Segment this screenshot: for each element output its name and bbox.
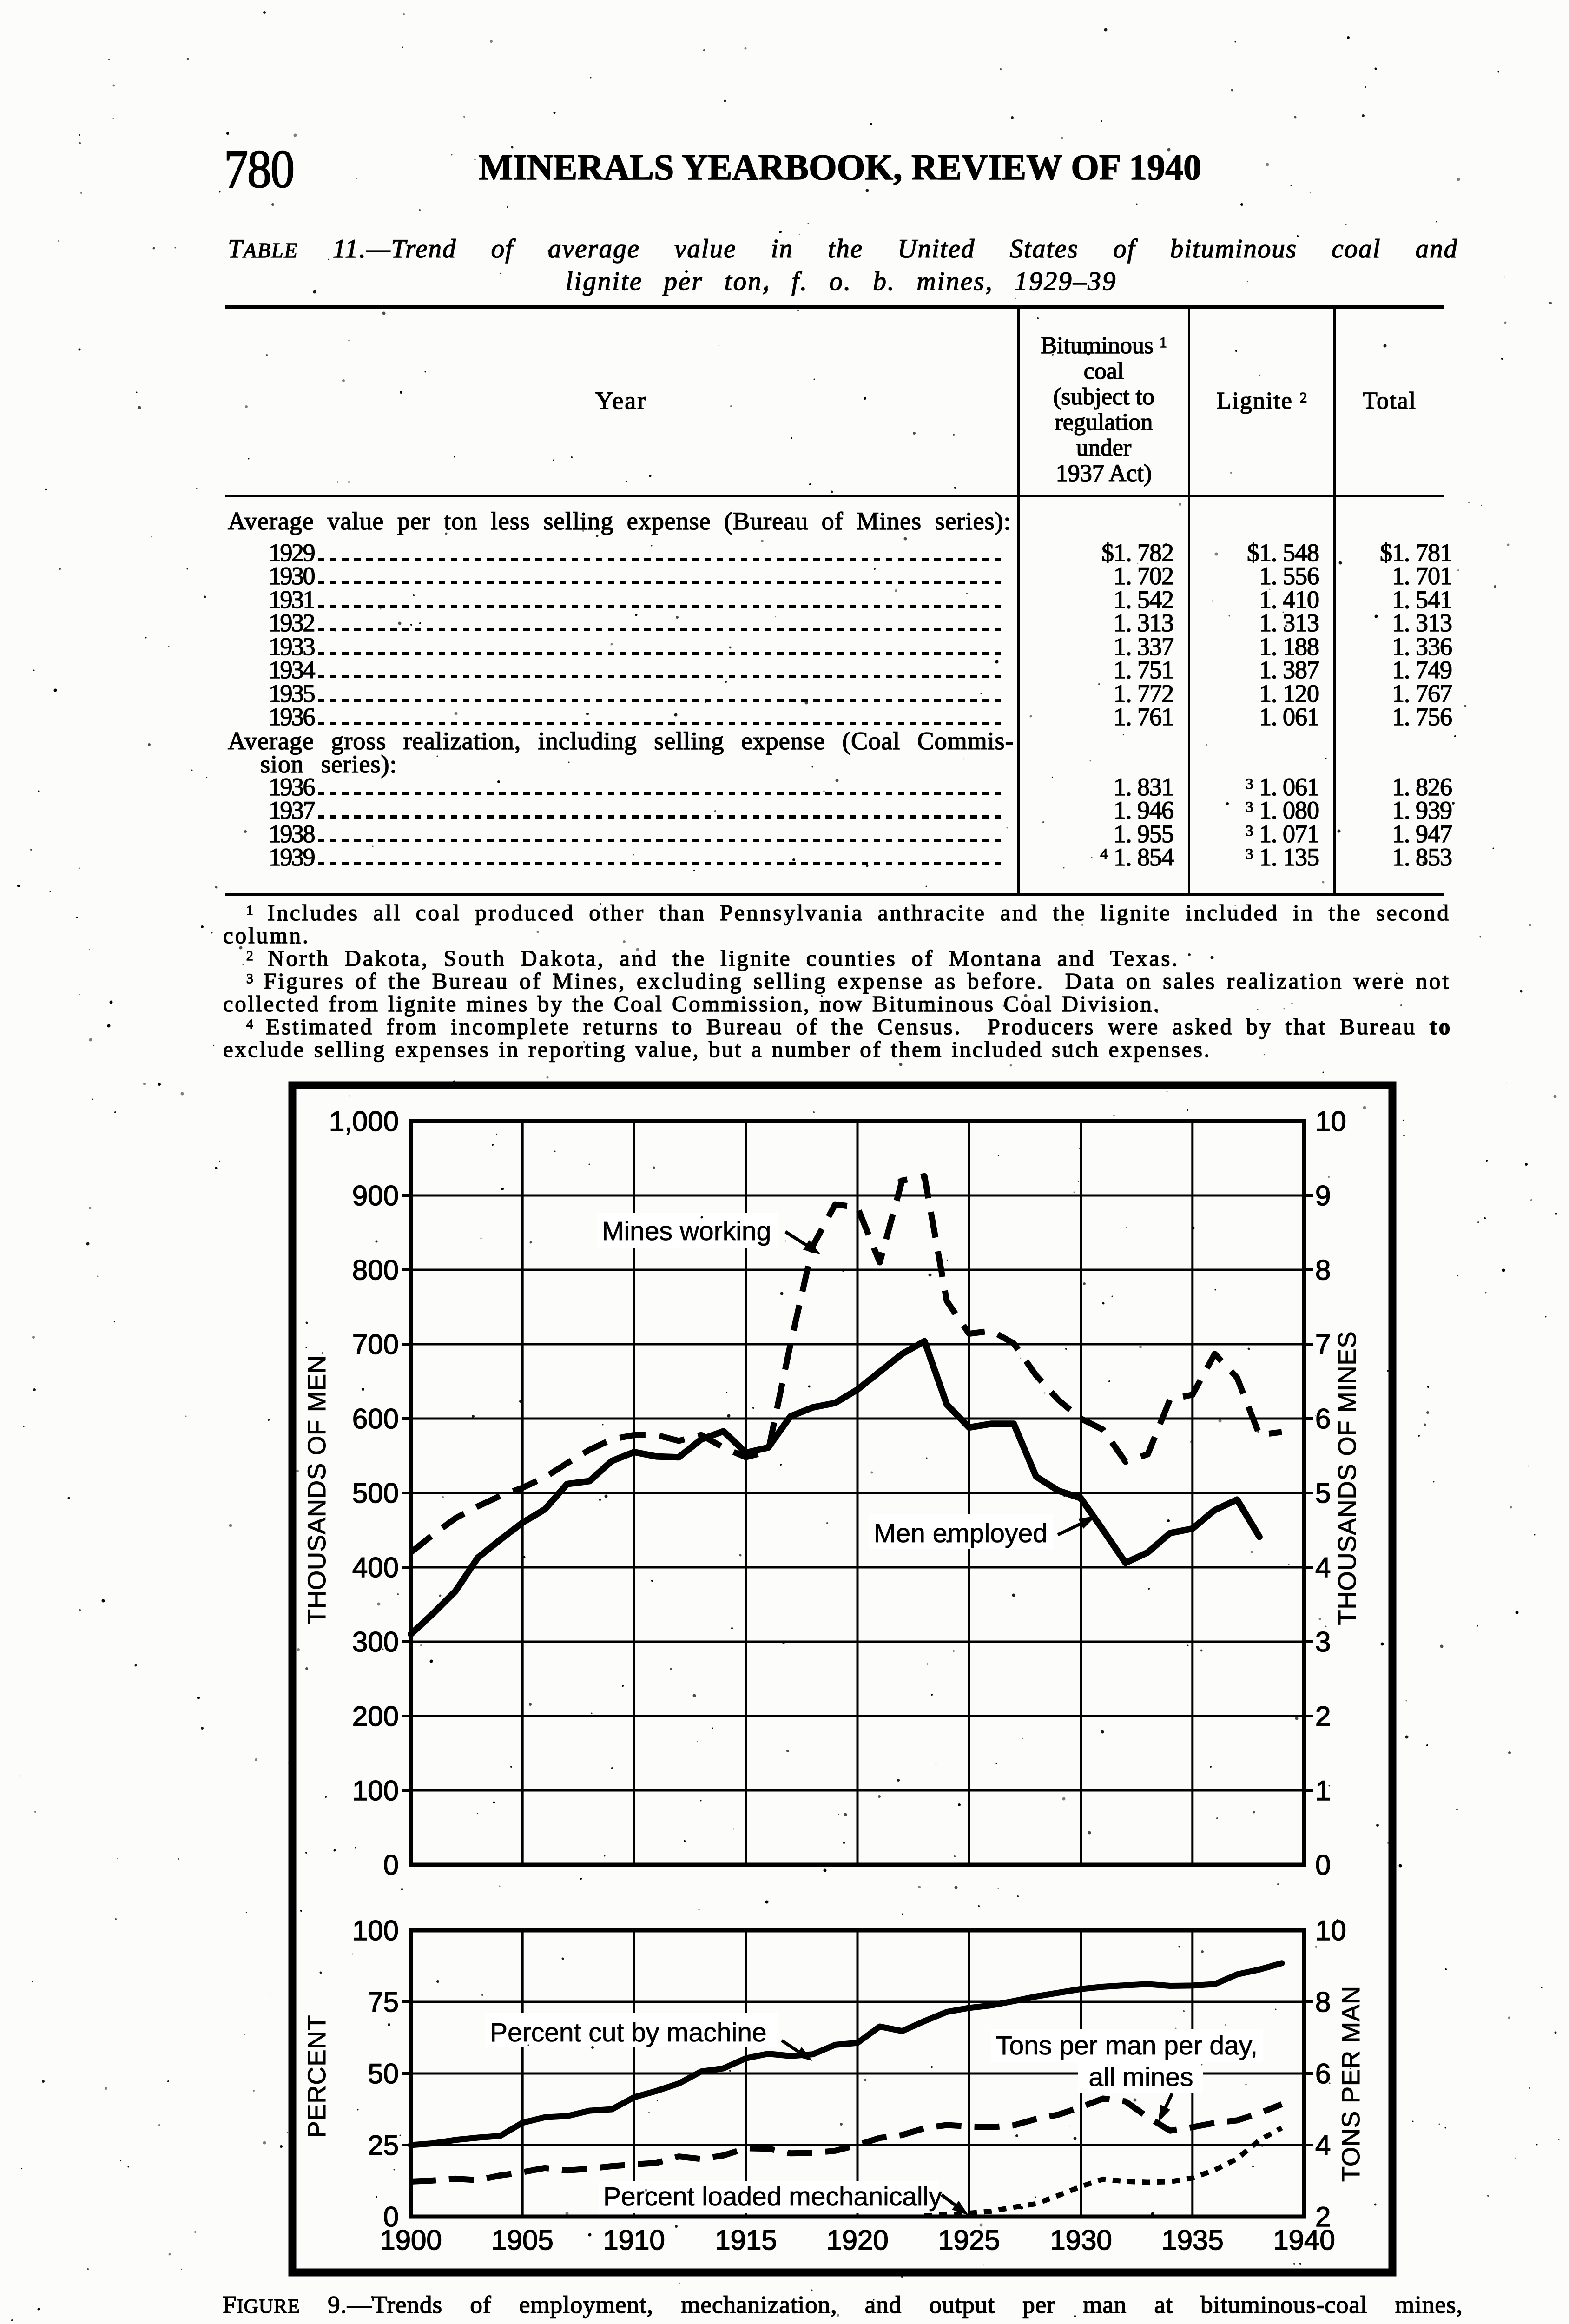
svg-text:1940: 1940 bbox=[1273, 2225, 1335, 2256]
svg-text:10: 10 bbox=[1315, 1915, 1346, 1946]
svg-text:1: 1 bbox=[1315, 1775, 1331, 1806]
svg-text:9: 9 bbox=[1315, 1180, 1331, 1211]
svg-text:500: 500 bbox=[352, 1478, 399, 1509]
svg-text:1910: 1910 bbox=[603, 2225, 665, 2256]
svg-text:200: 200 bbox=[352, 1701, 399, 1732]
svg-text:0: 0 bbox=[1315, 1849, 1331, 1881]
svg-text:Tons per man per day,: Tons per man per day, bbox=[996, 2031, 1258, 2060]
svg-text:Men employed: Men employed bbox=[874, 1519, 1048, 1548]
svg-text:1920: 1920 bbox=[826, 2225, 888, 2256]
svg-text:600: 600 bbox=[352, 1403, 399, 1434]
svg-text:8: 8 bbox=[1315, 1987, 1331, 2018]
svg-text:50: 50 bbox=[368, 2058, 399, 2089]
svg-text:25: 25 bbox=[368, 2130, 399, 2161]
svg-text:6: 6 bbox=[1315, 2058, 1331, 2089]
svg-text:2: 2 bbox=[1315, 2201, 1331, 2232]
svg-text:8: 8 bbox=[1315, 1254, 1331, 1286]
svg-text:THOUSANDS OF MINES: THOUSANDS OF MINES bbox=[1333, 1331, 1361, 1625]
svg-text:700: 700 bbox=[352, 1329, 399, 1360]
svg-text:Mines working: Mines working bbox=[602, 1216, 771, 1246]
svg-text:1930: 1930 bbox=[1050, 2225, 1112, 2256]
svg-text:100: 100 bbox=[352, 1915, 399, 1946]
svg-text:6: 6 bbox=[1315, 1403, 1331, 1434]
svg-text:all mines: all mines bbox=[1089, 2062, 1193, 2092]
svg-text:Percent loaded mechanically: Percent loaded mechanically bbox=[603, 2182, 942, 2212]
svg-text:0: 0 bbox=[383, 1849, 399, 1881]
svg-text:300: 300 bbox=[352, 1626, 399, 1657]
svg-text:1905: 1905 bbox=[491, 2225, 553, 2256]
svg-text:900: 900 bbox=[352, 1180, 399, 1211]
svg-text:10: 10 bbox=[1315, 1106, 1346, 1137]
svg-text:1915: 1915 bbox=[715, 2225, 777, 2256]
svg-text:PERCENT: PERCENT bbox=[303, 2014, 331, 2138]
svg-text:400: 400 bbox=[352, 1552, 399, 1583]
svg-text:3: 3 bbox=[1315, 1626, 1331, 1657]
svg-text:1900: 1900 bbox=[380, 2225, 442, 2256]
svg-text:75: 75 bbox=[368, 1987, 399, 2018]
svg-text:0: 0 bbox=[383, 2201, 399, 2232]
svg-text:THOUSANDS OF MEN: THOUSANDS OF MEN bbox=[303, 1355, 331, 1624]
svg-text:1,000: 1,000 bbox=[329, 1106, 399, 1137]
svg-text:Percent cut by machine: Percent cut by machine bbox=[490, 2018, 767, 2047]
svg-text:4: 4 bbox=[1315, 1552, 1331, 1583]
svg-text:TONS PER MAN: TONS PER MAN bbox=[1337, 1986, 1365, 2182]
svg-text:7: 7 bbox=[1315, 1329, 1331, 1360]
svg-text:5: 5 bbox=[1315, 1478, 1331, 1509]
svg-text:800: 800 bbox=[352, 1254, 399, 1286]
svg-text:4: 4 bbox=[1315, 2130, 1331, 2161]
svg-text:1925: 1925 bbox=[938, 2225, 1000, 2256]
svg-text:1935: 1935 bbox=[1161, 2225, 1223, 2256]
svg-text:100: 100 bbox=[352, 1775, 399, 1806]
svg-text:2: 2 bbox=[1315, 1701, 1331, 1732]
